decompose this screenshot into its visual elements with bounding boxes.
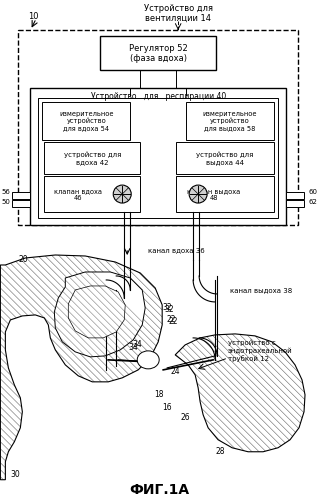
Text: устройство с
эндотрахеальной
трубкой 12: устройство с эндотрахеальной трубкой 12 — [228, 340, 293, 362]
Text: 34: 34 — [129, 344, 138, 352]
Bar — [100, 36, 216, 70]
Text: устройство для
выдоха 44: устройство для выдоха 44 — [197, 152, 254, 165]
Bar — [176, 142, 274, 174]
Bar — [286, 192, 304, 199]
Text: 30: 30 — [10, 470, 20, 479]
Bar — [30, 88, 286, 225]
Bar — [38, 98, 278, 218]
Text: ФИГ.1А: ФИГ.1А — [129, 482, 189, 496]
Ellipse shape — [189, 185, 207, 203]
Text: Устройство для
вентиляции 14: Устройство для вентиляции 14 — [144, 4, 213, 23]
Text: Устройство   для   респирации 40: Устройство для респирации 40 — [91, 92, 226, 100]
Bar — [176, 176, 274, 212]
Bar — [19, 30, 298, 225]
Bar — [44, 176, 140, 212]
Text: канал выдоха 38: канал выдоха 38 — [230, 287, 292, 293]
Text: Регулятор 52
(фаза вдоха): Регулятор 52 (фаза вдоха) — [129, 44, 188, 63]
Text: измерительное
устройство
для вдоха 54: измерительное устройство для вдоха 54 — [59, 111, 114, 132]
Text: 50: 50 — [2, 199, 10, 205]
Text: 18: 18 — [154, 390, 164, 400]
Text: 32: 32 — [162, 304, 172, 312]
Ellipse shape — [113, 185, 131, 203]
Text: 26: 26 — [180, 414, 190, 422]
Text: клапан выдоха
48: клапан выдоха 48 — [188, 188, 241, 200]
Text: канал вдоха 36: канал вдоха 36 — [148, 247, 205, 253]
Text: 62: 62 — [308, 199, 317, 205]
Bar — [186, 102, 274, 140]
Text: 22: 22 — [166, 316, 176, 324]
Text: 24: 24 — [170, 368, 180, 376]
Bar — [12, 192, 30, 199]
Text: измерительное
устройство
для выдоха 58: измерительное устройство для выдоха 58 — [203, 111, 257, 132]
Text: 34: 34 — [132, 340, 142, 349]
Polygon shape — [0, 255, 162, 480]
Text: 20: 20 — [19, 256, 28, 264]
Text: 10: 10 — [28, 12, 39, 21]
Text: 60: 60 — [308, 189, 317, 195]
Text: 56: 56 — [2, 189, 10, 195]
Bar — [42, 102, 130, 140]
Text: 22: 22 — [168, 318, 178, 326]
Bar — [44, 142, 140, 174]
Polygon shape — [54, 272, 145, 357]
Text: 16: 16 — [162, 404, 172, 412]
Text: 28: 28 — [215, 448, 225, 456]
Text: 32: 32 — [164, 306, 174, 314]
Bar — [286, 200, 304, 207]
Text: устройство для
вдоха 42: устройство для вдоха 42 — [63, 152, 121, 165]
Polygon shape — [175, 334, 305, 452]
Text: клапан вдоха
46: клапан вдоха 46 — [54, 188, 102, 200]
Bar — [12, 200, 30, 207]
Polygon shape — [68, 286, 125, 338]
Ellipse shape — [137, 351, 159, 369]
